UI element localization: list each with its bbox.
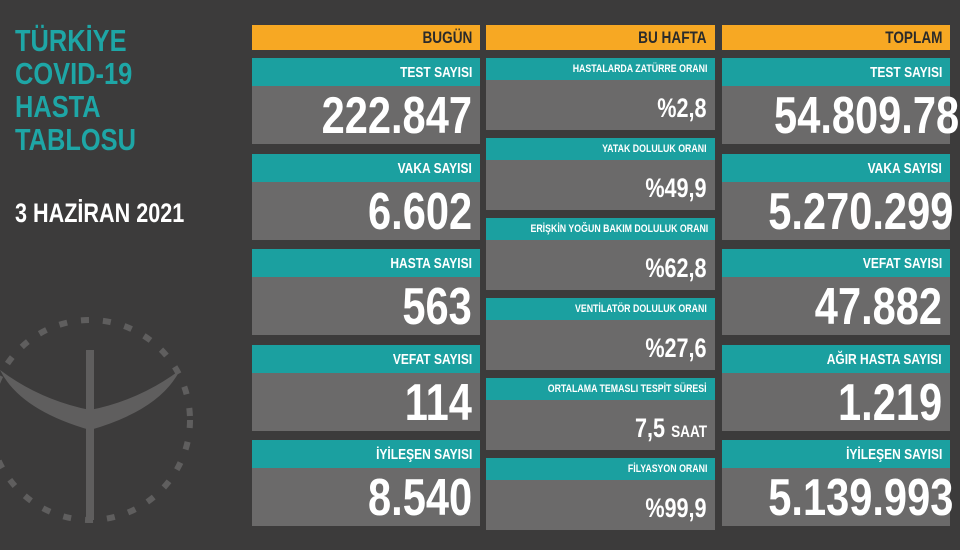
page-title: TÜRKİYE COVID-19 HASTA TABLOSU: [15, 24, 136, 156]
title-line: COVID-19: [15, 56, 133, 91]
week-stat-card: VENTİLATÖR DOLULUK ORANI %27,6: [486, 298, 715, 370]
stat-value: %27,6: [486, 320, 715, 370]
stat-label: TEST SAYISI: [722, 58, 950, 86]
today-stat-card: VEFAT SAYISI 114: [252, 344, 480, 432]
stat-value: 5.139.993: [722, 468, 953, 527]
stat-label: FİLYASYON ORANI: [486, 458, 715, 480]
week-stat-card: ORTALAMA TEMASLI TESPİT SÜRESİ 7,5 SAAT: [486, 378, 715, 450]
today-stat-card: VAKA SAYISI 6.602: [252, 153, 480, 241]
stat-value: %2,8: [486, 80, 715, 130]
total-header: TOPLAM: [722, 25, 950, 50]
total-stat-card: VAKA SAYISI 5.270.299: [722, 153, 953, 241]
stat-label: AĞIR HASTA SAYISI: [722, 344, 950, 373]
today-header: BUGÜN: [252, 25, 480, 50]
week-stat-card: FİLYASYON ORANI %99,9: [486, 458, 715, 530]
stat-label: İYİLEŞEN SAYISI: [722, 440, 950, 468]
stat-value: 6.602: [252, 181, 480, 241]
stat-label: YATAK DOLULUK ORANI: [486, 138, 715, 160]
stat-label: VEFAT SAYISI: [722, 249, 950, 277]
total-stat-card: İYİLEŞEN SAYISI 5.139.993: [722, 440, 953, 527]
stat-label: ERİŞKİN YOĞUN BAKIM DOLULUK ORANI: [486, 218, 715, 240]
title-line: TÜRKİYE: [15, 23, 127, 58]
stat-value: 563: [252, 277, 480, 336]
week-column: BU HAFTA HASTALARDA ZATÜRRE ORANI %2,8 YAT…: [486, 25, 715, 530]
week-stat-card: ERİŞKİN YOĞUN BAKIM DOLULUK ORANI %62,8: [486, 218, 715, 290]
today-stat-card: HASTA SAYISI 563: [252, 249, 480, 336]
stat-label: VAKA SAYISI: [722, 153, 950, 182]
stat-label: HASTALARDA ZATÜRRE ORANI: [486, 58, 715, 80]
stat-value: 54.809.788: [722, 86, 960, 145]
stat-value: 222.847: [252, 86, 480, 145]
stat-value: 114: [252, 372, 480, 432]
stat-label: İYİLEŞEN SAYISI: [252, 440, 480, 468]
stat-label: VENTİLATÖR DOLULUK ORANI: [486, 298, 715, 320]
total-stat-card: VEFAT SAYISI 47.882: [722, 249, 950, 336]
stat-label: VAKA SAYISI: [252, 153, 480, 182]
week-stat-card: HASTALARDA ZATÜRRE ORANI %2,8: [486, 58, 715, 130]
ministry-emblem-icon: [0, 317, 193, 523]
today-stat-card: İYİLEŞEN SAYISI 8.540: [252, 440, 480, 527]
stat-label: HASTA SAYISI: [252, 249, 480, 277]
stat-label: ORTALAMA TEMASLI TESPİT SÜRESİ: [486, 378, 715, 400]
stat-value: 1.219: [722, 372, 950, 432]
stat-value: %62,8: [486, 240, 715, 290]
week-header: BU HAFTA: [486, 25, 715, 50]
stat-value: 47.882: [722, 277, 950, 336]
stat-unit: SAAT: [670, 422, 707, 441]
stat-value: %49,9: [486, 160, 715, 210]
stat-value: 7,5 SAAT: [486, 400, 715, 450]
today-stat-card: TEST SAYISI 222.847: [252, 58, 480, 145]
stat-label: VEFAT SAYISI: [252, 344, 480, 373]
stat-label: TEST SAYISI: [252, 58, 480, 86]
title-line: TABLOSU: [15, 122, 136, 157]
stat-value: 5.270.299: [722, 181, 953, 241]
week-stat-card: YATAK DOLULUK ORANI %49,9: [486, 138, 715, 210]
title-line: HASTA: [15, 89, 101, 124]
today-column: BUGÜN TEST SAYISI 222.847 VAKA SAYISI 6.602…: [252, 25, 480, 527]
report-date: 3 HAZİRAN 2021: [15, 198, 185, 228]
stat-value: 8.540: [252, 468, 480, 527]
stat-value: %99,9: [486, 480, 715, 530]
total-stat-card: AĞIR HASTA SAYISI 1.219: [722, 344, 950, 432]
